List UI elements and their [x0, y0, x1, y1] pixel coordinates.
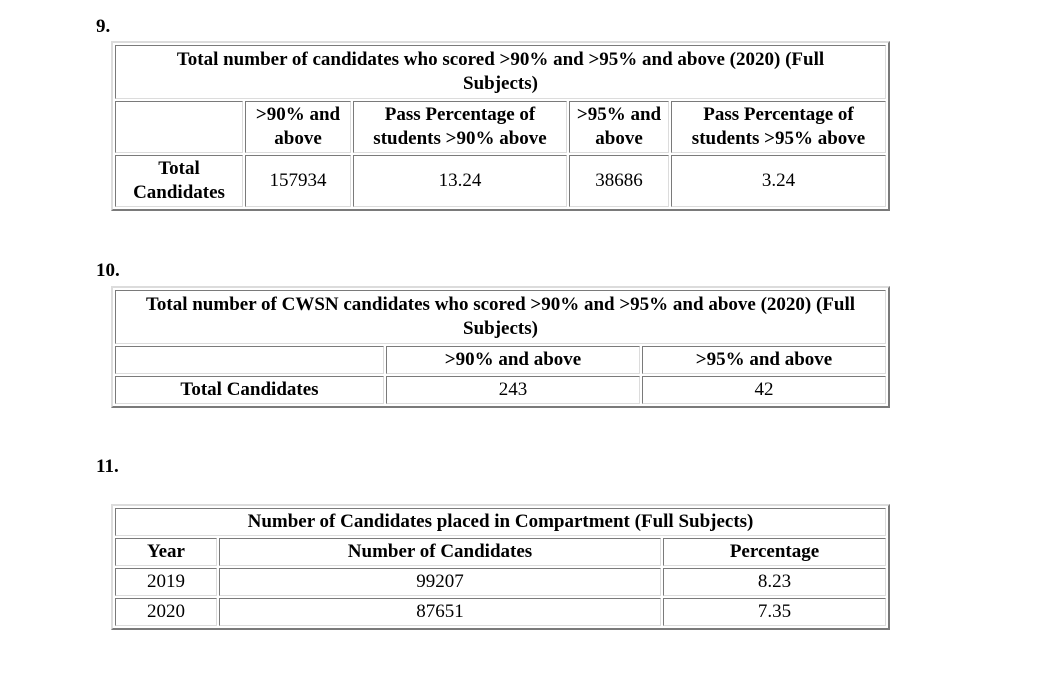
- candidates-above-90-95-table: Total number of candidates who scored >9…: [111, 41, 890, 211]
- table-title: Total number of candidates who scored >9…: [115, 45, 886, 99]
- table-cell: 2019: [115, 568, 217, 596]
- table-cell: 99207: [219, 568, 661, 596]
- compartment-candidates-table: Number of Candidates placed in Compartme…: [111, 504, 890, 630]
- cwsn-candidates-table: Total number of CWSN candidates who scor…: [111, 286, 890, 408]
- header-cell: Pass Percentage of students >90% above: [353, 101, 567, 153]
- header-cell-empty: [115, 101, 243, 153]
- table-row: 2020 87651 7.35: [115, 598, 886, 626]
- table-cell: 42: [642, 376, 886, 404]
- header-cell: Pass Percentage of students >95% above: [671, 101, 886, 153]
- table-cell: 87651: [219, 598, 661, 626]
- table-title: Total number of CWSN candidates who scor…: [115, 290, 886, 344]
- table-cell: 243: [386, 376, 640, 404]
- header-cell: >90% and above: [386, 346, 640, 374]
- table-cell: 8.23: [663, 568, 886, 596]
- header-cell: Percentage: [663, 538, 886, 566]
- header-cell-empty: [115, 346, 384, 374]
- table-row: 2019 99207 8.23: [115, 568, 886, 596]
- table-cell: 38686: [569, 155, 669, 207]
- table-cell: 157934: [245, 155, 351, 207]
- section-number: 11.: [96, 456, 119, 477]
- row-label: Total Candidates: [115, 376, 384, 404]
- table-title: Number of Candidates placed in Compartme…: [115, 508, 886, 536]
- table-cell: 7.35: [663, 598, 886, 626]
- header-cell: >95% and above: [569, 101, 669, 153]
- section-number: 9.: [96, 16, 111, 37]
- section-number: 10.: [96, 260, 120, 281]
- header-cell: Number of Candidates: [219, 538, 661, 566]
- header-cell: >95% and above: [642, 346, 886, 374]
- table-cell: 2020: [115, 598, 217, 626]
- row-label: Total Candidates: [115, 155, 243, 207]
- table-cell: 13.24: [353, 155, 567, 207]
- header-cell: Year: [115, 538, 217, 566]
- header-cell: >90% and above: [245, 101, 351, 153]
- table-cell: 3.24: [671, 155, 886, 207]
